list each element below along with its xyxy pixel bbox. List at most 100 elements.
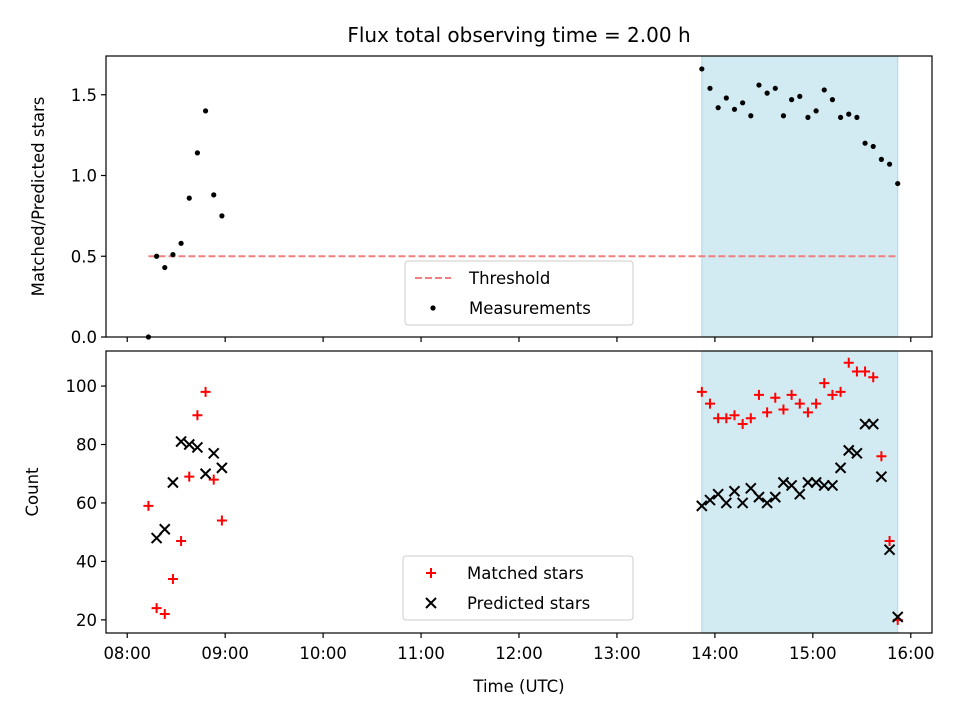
matched-stars-point [696,386,707,397]
legend-matched-stars-label: Matched stars [467,564,584,583]
x-tick-label: 12:00 [495,644,543,663]
matched-stars-point [827,389,838,400]
predicted-stars-point [785,479,798,492]
matched-stars-point [843,357,854,368]
top-y-tick-label: 1.0 [71,167,97,186]
x-tick-label: 10:00 [299,644,347,663]
x-tick-label: 15:00 [789,644,837,663]
x-tick-label: 13:00 [593,644,641,663]
predicted-stars-point [875,470,888,483]
predicted-stars-point [818,479,830,492]
bottom-plot-frame [105,350,933,634]
predicted-stars-point [704,494,716,506]
measurements-point [829,97,836,103]
predicted-stars-point [753,491,765,503]
matched-stars-point [176,535,187,546]
matched-stars-point [786,389,797,400]
measurements-point [886,161,893,167]
measurements-point [772,85,778,91]
matched-stars-point [729,410,740,421]
predicted-stars-point [883,544,896,556]
measurements-point [170,252,176,258]
x-tick-label: 14:00 [691,644,739,663]
legend-measurements-label: Measurements [469,299,591,318]
matched-stars-point [216,515,227,526]
bottom-y-axis-label: Count [23,467,42,517]
x-tick-label: 16:00 [887,644,935,663]
bottom-data-marks [143,357,904,625]
predicted-stars-point [810,476,822,489]
predicted-stars-point [851,447,863,459]
legend-predicted-stars-swatch [425,597,437,609]
predicted-stars-point [867,418,879,430]
matched-stars-point [745,413,756,424]
legend-predicted-stars-label: Predicted stars [467,594,590,613]
predicted-stars-point [696,500,708,512]
measurements-point [846,111,852,117]
matched-stars-point [802,407,813,418]
matched-stars-point [868,372,879,383]
matched-stars-point [876,451,887,462]
matched-stars-point [192,410,203,421]
predicted-stars-point [712,488,724,500]
predicted-stars-point [199,468,212,480]
bottom-y-tick-label: 20 [76,611,97,630]
measurements-point [756,82,762,88]
measurements-point [805,114,811,120]
x-axis-label: Time (UTC) [472,677,564,696]
predicted-stars-point [761,497,773,509]
top-y-tick-label: 0.5 [71,247,97,266]
matched-stars-point [770,392,781,403]
matched-stars-point [819,378,830,389]
measurements-point [780,113,787,119]
measurements-point [878,156,884,162]
x-tick-label: 09:00 [201,644,249,663]
top-y-tick-label: 0.0 [71,328,97,347]
measurements-point [789,97,795,103]
measurements-point [194,150,201,156]
legend-box [404,260,634,326]
top-y-tick-label: 1.5 [71,86,97,105]
top-legend: Threshold Measurements [404,260,634,326]
predicted-stars-point [736,497,749,509]
measurements-point [870,143,876,150]
bottom-legend: Matched stars Predicted stars [402,555,634,621]
observing-window-shade-bottom [701,350,899,634]
bottom-y-tick-label: 40 [76,552,97,571]
top-y-axis-label: Matched/Predicted stars [29,97,48,297]
top-data-marks [145,66,901,340]
predicted-stars-point [208,447,220,459]
matched-stars-point [151,603,162,614]
predicted-stars-point [150,532,163,544]
matched-stars-point [753,389,764,400]
predicted-stars-point [859,418,871,430]
star-count-panel: 08:00 09:00 10:00 11:00 12:00 13:00 14:00 15:00… [23,350,935,696]
predicted-stars-point [167,476,179,489]
measurements-point [764,90,770,96]
chart-title: Flux total observing time = 2.00 h [347,23,690,47]
measurements-point [731,106,738,112]
measurements-point [797,93,803,99]
measurements-point [821,87,827,93]
predicted-stars-point [720,497,733,509]
legend-matched-stars-swatch [426,568,436,578]
observing-window-shade-top [701,55,899,338]
predicted-stars-point [794,488,806,500]
measurements-point [162,264,168,271]
predicted-stars-point [802,476,814,489]
matched-stars-point [167,573,178,584]
matched-stars-point [704,398,715,409]
predicted-stars-point [159,523,171,535]
predicted-stars-point [826,479,839,492]
bottom-y-tick-label: 100 [66,377,98,396]
predicted-stars-point [216,462,228,474]
measurements-point [748,113,754,119]
measurements-point [707,85,713,91]
predicted-stars-point [843,444,855,457]
x-tick-label: 11:00 [397,644,445,663]
matched-stars-point [200,386,211,397]
predicted-stars-point [777,476,790,489]
measurements-point [837,114,844,120]
matched-stars-point [721,413,732,424]
